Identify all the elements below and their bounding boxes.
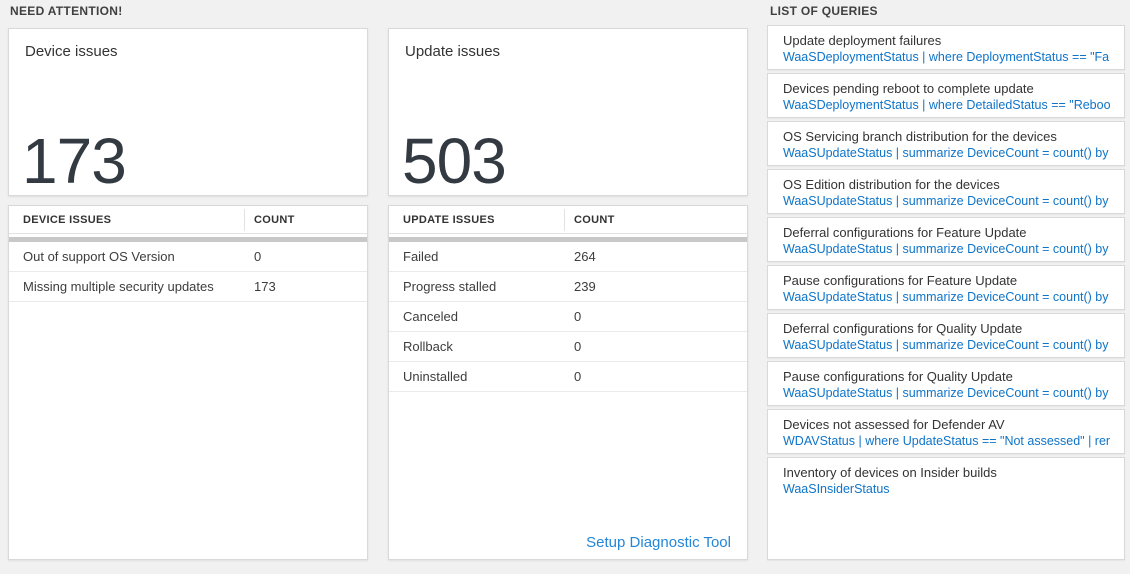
row-count: 173 <box>254 279 276 294</box>
table-header-divider-bar <box>389 237 747 242</box>
query-text: WDAVStatus | where UpdateStatus == "Not … <box>783 434 1110 448</box>
device-issues-table: DEVICE ISSUES COUNT Out of support OS Ve… <box>8 205 368 560</box>
query-text: WaaSDeploymentStatus | where DetailedSta… <box>783 98 1110 112</box>
table-header-divider-bar <box>9 237 367 242</box>
query-item-os-servicing-branch[interactable]: OS Servicing branch distribution for the… <box>767 121 1125 166</box>
row-count: 0 <box>574 369 582 384</box>
device-issues-tile[interactable]: Device issues 173 <box>8 28 368 196</box>
device-issues-count: 173 <box>22 125 127 197</box>
update-issues-tile[interactable]: Update issues 503 <box>388 28 748 196</box>
query-item-os-edition-distribution[interactable]: OS Edition distribution for the devices … <box>767 169 1125 214</box>
table-row-failed[interactable]: Failed 264 <box>389 242 747 272</box>
list-of-queries-section-header: LIST OF QUERIES <box>770 4 878 18</box>
query-text: WaaSDeploymentStatus | where DeploymentS… <box>783 50 1110 64</box>
table-row-progress-stalled[interactable]: Progress stalled 239 <box>389 272 747 302</box>
column-header-device-issues: DEVICE ISSUES <box>9 208 245 231</box>
query-title: OS Servicing branch distribution for the… <box>783 129 1057 144</box>
query-item-pause-quality-update[interactable]: Pause configurations for Quality Update … <box>767 361 1125 406</box>
update-issues-tile-title: Update issues <box>405 43 501 60</box>
row-count: 264 <box>574 249 596 264</box>
query-text: WaaSUpdateStatus | summarize DeviceCount… <box>783 290 1110 304</box>
query-title: Devices pending reboot to complete updat… <box>783 81 1034 96</box>
update-issues-count: 503 <box>402 125 507 197</box>
table-row-uninstalled[interactable]: Uninstalled 0 <box>389 362 747 392</box>
update-issues-table-header: UPDATE ISSUES COUNT <box>389 206 747 234</box>
query-item-insider-builds-inventory[interactable]: Inventory of devices on Insider builds W… <box>767 457 1125 560</box>
row-label: Rollback <box>403 339 453 354</box>
column-header-count: COUNT <box>574 213 615 226</box>
column-header-count: COUNT <box>254 213 295 226</box>
query-item-devices-pending-reboot[interactable]: Devices pending reboot to complete updat… <box>767 73 1125 118</box>
query-text: WaaSUpdateStatus | summarize DeviceCount… <box>783 194 1110 208</box>
query-title: Deferral configurations for Feature Upda… <box>783 225 1027 240</box>
device-issues-table-header: DEVICE ISSUES COUNT <box>9 206 367 234</box>
row-label: Failed <box>403 249 439 264</box>
update-issues-table: UPDATE ISSUES COUNT Failed 264 Progress … <box>388 205 748 560</box>
query-item-deferral-quality-update[interactable]: Deferral configurations for Quality Upda… <box>767 313 1125 358</box>
query-text: WaaSUpdateStatus | summarize DeviceCount… <box>783 338 1110 352</box>
row-count: 0 <box>254 249 262 264</box>
query-title: Deferral configurations for Quality Upda… <box>783 321 1023 336</box>
query-title: Devices not assessed for Defender AV <box>783 417 1005 432</box>
row-count: 239 <box>574 279 596 294</box>
query-item-defender-av-not-assessed[interactable]: Devices not assessed for Defender AV WDA… <box>767 409 1125 454</box>
header-gap <box>389 234 747 237</box>
query-item-pause-feature-update[interactable]: Pause configurations for Feature Update … <box>767 265 1125 310</box>
row-label: Uninstalled <box>403 369 468 384</box>
row-label: Canceled <box>403 309 458 324</box>
query-text: WaaSUpdateStatus | summarize DeviceCount… <box>783 146 1110 160</box>
query-title: Update deployment failures <box>783 33 942 48</box>
row-label: Out of support OS Version <box>23 249 175 264</box>
table-row-out-of-support[interactable]: Out of support OS Version 0 <box>9 242 367 272</box>
query-title: Pause configurations for Quality Update <box>783 369 1013 384</box>
row-count: 0 <box>574 339 582 354</box>
table-row-rollback[interactable]: Rollback 0 <box>389 332 747 362</box>
query-title: Pause configurations for Feature Update <box>783 273 1018 288</box>
query-text: WaaSUpdateStatus | summarize DeviceCount… <box>783 386 1110 400</box>
setup-diagnostic-tool-link[interactable]: Setup Diagnostic Tool <box>586 534 731 551</box>
device-issues-tile-title: Device issues <box>25 43 118 60</box>
query-item-deferral-feature-update[interactable]: Deferral configurations for Feature Upda… <box>767 217 1125 262</box>
header-gap <box>9 234 367 237</box>
row-label: Progress stalled <box>403 279 497 294</box>
table-row-missing-security-updates[interactable]: Missing multiple security updates 173 <box>9 272 367 302</box>
column-header-update-issues: UPDATE ISSUES <box>389 208 565 231</box>
query-text: WaaSUpdateStatus | summarize DeviceCount… <box>783 242 1110 256</box>
table-row-canceled[interactable]: Canceled 0 <box>389 302 747 332</box>
queries-panel: Update deployment failures WaaSDeploymen… <box>767 25 1125 560</box>
query-item-update-deployment-failures[interactable]: Update deployment failures WaaSDeploymen… <box>767 25 1125 70</box>
row-label: Missing multiple security updates <box>23 279 214 294</box>
query-text: WaaSInsiderStatus <box>783 482 890 496</box>
query-title: Inventory of devices on Insider builds <box>783 465 997 480</box>
row-count: 0 <box>574 309 582 324</box>
query-title: OS Edition distribution for the devices <box>783 177 1000 192</box>
need-attention-section-header: NEED ATTENTION! <box>10 4 123 18</box>
